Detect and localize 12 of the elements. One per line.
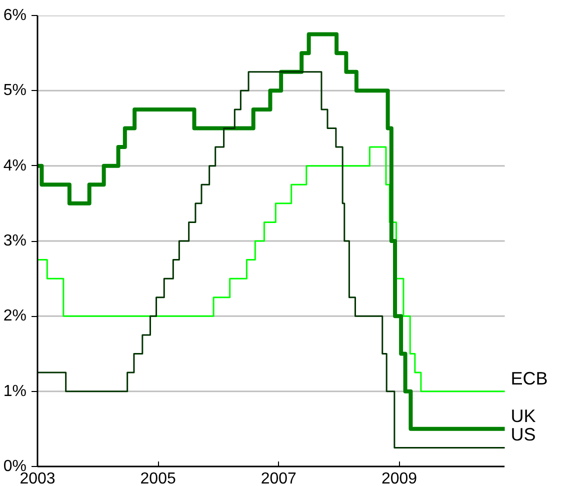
y-tick-label: 1% — [3, 382, 26, 400]
series-label: US — [510, 424, 536, 445]
y-tick-label: 2% — [3, 308, 26, 325]
y-tick-label: 6% — [3, 7, 26, 24]
series-label: ECB — [510, 368, 548, 388]
x-tick-label: 2005 — [140, 470, 176, 486]
y-tick-label: 5% — [3, 82, 26, 100]
y-tick-label: 3% — [3, 232, 26, 250]
y-tick-label: 4% — [3, 157, 26, 174]
series-label: UK — [510, 406, 536, 426]
x-tick-label: 2007 — [260, 470, 297, 486]
x-tick-label: 2009 — [381, 470, 418, 486]
